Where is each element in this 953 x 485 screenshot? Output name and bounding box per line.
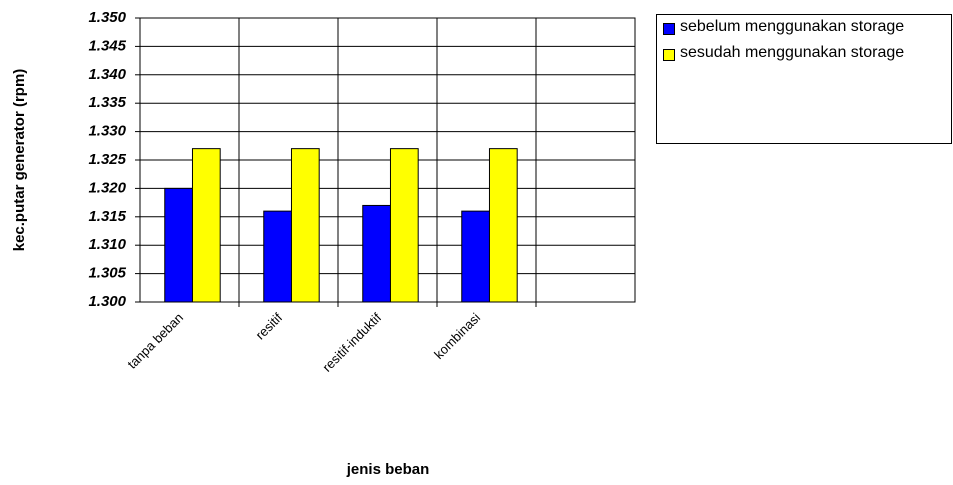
bar xyxy=(191,148,221,303)
y-tick-label: 1.340 xyxy=(88,66,126,83)
y-tick-label: 1.300 xyxy=(88,293,126,310)
x-tick-label: resitif-induktif xyxy=(319,310,384,375)
bar xyxy=(362,204,391,303)
x-tick-label: kombinasi xyxy=(431,310,483,362)
y-tick-label: 1.330 xyxy=(88,123,126,140)
bar xyxy=(488,148,518,303)
legend-item: sesudah menggunakan storage xyxy=(663,44,945,65)
y-tick-label: 1.320 xyxy=(88,179,126,196)
legend: sebelum menggunakan storage sesudah mengg… xyxy=(656,14,952,144)
y-tick-label: 1.350 xyxy=(88,9,126,26)
bar xyxy=(461,210,490,303)
bar xyxy=(290,148,320,303)
legend-label: sebelum menggunakan storage xyxy=(680,18,905,35)
y-axis-title: kec.putar generator (rpm) xyxy=(11,69,28,252)
y-tick-label: 1.335 xyxy=(88,94,126,111)
y-tick-label: 1.310 xyxy=(88,236,126,253)
plot-border xyxy=(139,17,636,303)
legend-item: sebelum menggunakan storage xyxy=(663,18,945,39)
x-tick-label: resitif xyxy=(253,310,286,343)
bar xyxy=(164,187,193,303)
bar xyxy=(263,210,292,303)
y-tick-label: 1.325 xyxy=(88,151,126,168)
legend-swatch xyxy=(663,49,675,61)
y-tick-label: 1.305 xyxy=(88,265,126,282)
y-tick-label: 1.315 xyxy=(88,208,126,225)
legend-swatch xyxy=(663,23,675,35)
x-tick-label: tanpa beban xyxy=(124,310,186,372)
legend-label: sesudah menggunakan storage xyxy=(680,44,905,61)
y-tick-label: 1.345 xyxy=(88,37,126,54)
x-axis-title: jenis beban xyxy=(346,461,430,478)
bar xyxy=(389,148,419,303)
